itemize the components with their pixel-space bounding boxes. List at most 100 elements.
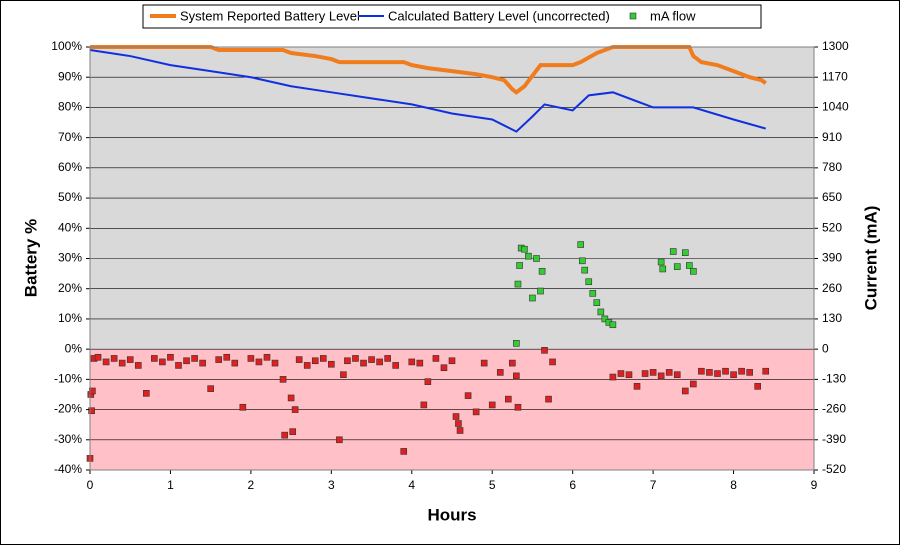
data-point (424, 378, 432, 385)
data-point (311, 357, 319, 365)
y-tick-label: -40% (54, 462, 82, 476)
data-point (159, 358, 166, 366)
x-tick-label: 6 (569, 478, 576, 492)
data-point (102, 358, 110, 366)
y2-tick-label: 650 (822, 190, 842, 204)
data-point (287, 394, 295, 402)
data-point (360, 359, 367, 367)
data-point (352, 355, 359, 362)
y2-tick-label: -260 (822, 402, 846, 416)
data-point (464, 392, 472, 399)
data-point (175, 362, 182, 369)
legend-swatch (629, 12, 637, 20)
data-point (263, 353, 271, 361)
legend-label: mA flow (650, 8, 696, 23)
data-point (336, 436, 343, 444)
data-point (505, 395, 512, 403)
y-tick-label: 10% (58, 311, 82, 325)
data-point (665, 369, 673, 376)
data-point (754, 383, 761, 390)
data-point (110, 355, 118, 362)
data-point (533, 255, 540, 262)
data-point (516, 262, 523, 269)
data-point (295, 356, 303, 363)
data-point (126, 356, 134, 363)
data-point (143, 390, 150, 397)
x-tick-label: 7 (650, 478, 657, 492)
data-point (496, 369, 504, 376)
data-point (609, 321, 617, 329)
data-point (657, 258, 665, 266)
data-point (303, 362, 311, 369)
data-point (514, 403, 522, 411)
data-point (513, 340, 520, 347)
data-point (593, 299, 601, 306)
x-tick-label: 1 (167, 478, 174, 492)
data-point (529, 294, 536, 302)
data-point (281, 431, 288, 439)
x-tick-label: 3 (328, 478, 335, 492)
data-point (416, 359, 424, 367)
data-point (279, 376, 287, 383)
y2-tick-label: 910 (822, 130, 842, 144)
data-point (649, 369, 657, 376)
data-point (384, 355, 391, 362)
data-point (223, 353, 231, 361)
data-point (328, 360, 335, 368)
data-point (488, 401, 496, 409)
data-point (456, 427, 464, 434)
data-point (698, 367, 705, 375)
y2-tick-label: 1300 (822, 39, 849, 53)
y2-tick-label: -520 (822, 462, 846, 476)
data-point (625, 371, 633, 379)
data-point (673, 263, 681, 270)
y2-tick-label: 390 (822, 251, 842, 265)
y-tick-label: 70% (58, 130, 82, 144)
data-point (89, 387, 96, 395)
data-point (513, 372, 520, 380)
data-point (514, 280, 522, 288)
data-point (509, 359, 516, 367)
data-point (88, 407, 95, 415)
data-point (762, 367, 770, 375)
data-point (167, 353, 174, 361)
data-point (714, 370, 721, 377)
data-point (183, 357, 190, 365)
data-point (289, 428, 297, 435)
data-point (681, 249, 689, 256)
data-point (597, 308, 605, 316)
y-tick-label: 20% (58, 281, 82, 295)
data-point (440, 364, 448, 372)
x-tick-label: 0 (87, 478, 94, 492)
data-point (579, 257, 586, 265)
y-tick-label: 100% (51, 39, 82, 53)
data-point (585, 278, 593, 286)
y-tick-label: 80% (58, 100, 82, 114)
data-point (271, 359, 279, 367)
y2-tick-label: 1040 (822, 100, 849, 114)
data-point (255, 358, 263, 366)
data-point (432, 355, 440, 362)
data-point (633, 383, 641, 390)
y-tick-label: 30% (58, 251, 82, 265)
x-tick-label: 4 (408, 478, 415, 492)
data-point (617, 370, 625, 377)
y-tick-label: 0% (65, 341, 83, 355)
y2-axis-title: Current (mA) (861, 206, 880, 311)
data-point (746, 369, 753, 376)
data-point (669, 248, 677, 255)
legend-box (142, 4, 762, 29)
y2-tick-label: 0 (822, 341, 829, 355)
data-point (521, 245, 528, 253)
data-point (686, 262, 693, 269)
data-point (480, 359, 488, 367)
data-point (368, 356, 375, 363)
data-point (215, 356, 223, 363)
y2-tick-label: 1170 (822, 69, 848, 83)
y2-tick-label: 780 (822, 160, 842, 174)
x-tick-label: 2 (248, 478, 255, 492)
y-tick-label: -20% (54, 402, 82, 416)
x-tick-label: 8 (730, 478, 737, 492)
plot-frame (89, 46, 815, 471)
data-point (151, 355, 158, 362)
